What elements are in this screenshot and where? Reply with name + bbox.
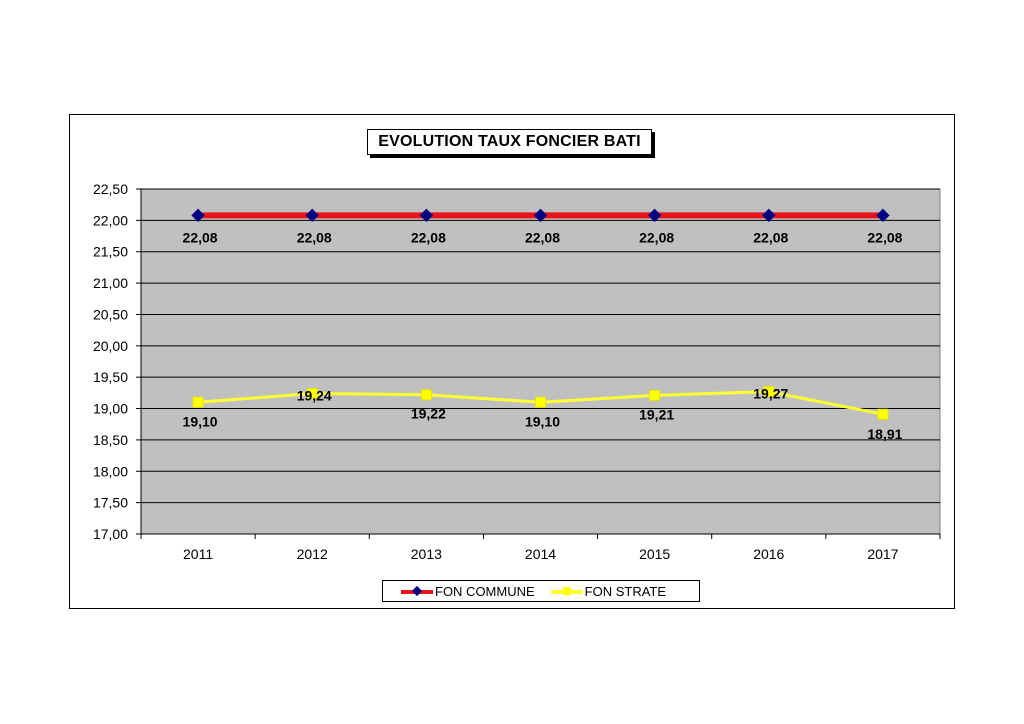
y-tick-label: 17,00 [93, 526, 128, 542]
legend-swatch-fon-commune [401, 585, 433, 597]
y-tick-label: 20,00 [93, 338, 128, 354]
chart-title-box: EVOLUTION TAUX FONCIER BATI [367, 129, 652, 155]
data-label-fon-strate: 18,91 [867, 426, 902, 442]
data-point-fon-commune [191, 208, 205, 223]
data-label-fon-commune: 22,08 [183, 229, 218, 245]
legend-swatch-fon-strate [550, 585, 583, 597]
data-label-fon-strate: 19,21 [639, 406, 674, 422]
data-point-fon-commune [533, 208, 548, 223]
x-tick-label: 2016 [753, 546, 784, 562]
data-label-fon-commune: 22,08 [639, 229, 674, 245]
y-tick-label: 19,00 [93, 401, 128, 417]
data-label-fon-strate: 19,22 [411, 406, 446, 422]
chart-title: EVOLUTION TAUX FONCIER BATI [378, 133, 641, 150]
data-point-fon-strate [192, 396, 204, 408]
data-point-fon-strate [877, 408, 889, 420]
x-tick-label: 2017 [867, 546, 898, 562]
data-point-fon-commune [762, 208, 776, 223]
plot-area [140, 188, 941, 535]
legend-label-fon-strate: FON STRATE [584, 583, 667, 599]
y-tick-label: 21,50 [93, 244, 128, 260]
data-point-fon-commune [305, 208, 319, 223]
legend-item-fon-strate: FON STRATE [550, 583, 667, 599]
data-label-fon-commune: 22,08 [753, 229, 788, 245]
y-tick-label: 22,00 [93, 212, 128, 228]
data-point-fon-strate [535, 396, 546, 408]
chart-legend: FON COMMUNE FON STRATE [382, 580, 700, 602]
data-label-fon-strate: 19,27 [753, 386, 788, 402]
data-label-fon-strate: 19,10 [525, 413, 560, 429]
data-point-fon-commune [876, 208, 890, 223]
data-label-fon-strate: 19,24 [297, 387, 332, 403]
data-label-fon-commune: 22,08 [525, 229, 560, 245]
legend-marker-fon-strate [562, 587, 571, 595]
y-tick-label: 22,50 [93, 181, 128, 197]
x-tick-label: 2011 [183, 546, 213, 562]
data-label-fon-commune: 22,08 [867, 229, 902, 245]
legend-label-fon-commune: FON COMMUNE [435, 583, 535, 599]
data-label-fon-commune: 22,08 [411, 229, 446, 245]
data-point-fon-commune [419, 208, 434, 223]
y-tick-label: 18,00 [93, 463, 128, 479]
data-point-fon-commune [647, 208, 662, 223]
y-tick-label: 20,50 [93, 306, 128, 322]
data-point-fon-strate [420, 389, 432, 401]
data-label-fon-commune: 22,08 [297, 229, 332, 245]
data-label-fon-strate: 19,10 [183, 413, 218, 429]
x-tick-label: 2014 [525, 546, 556, 562]
legend-marker-fon-commune [411, 585, 423, 597]
data-point-fon-strate [649, 389, 661, 401]
legend-item-fon-commune: FON COMMUNE [401, 584, 535, 599]
y-tick-label: 19,50 [93, 369, 128, 385]
data-point-fon-strate [763, 386, 775, 398]
x-tick-label: 2012 [297, 546, 328, 562]
y-tick-label: 21,00 [93, 275, 128, 291]
x-tick-label: 2013 [411, 546, 442, 562]
data-point-fon-strate [306, 387, 318, 399]
x-tick-label: 2015 [639, 546, 670, 562]
y-tick-label: 18,50 [93, 432, 128, 448]
y-tick-label: 17,50 [93, 495, 128, 511]
